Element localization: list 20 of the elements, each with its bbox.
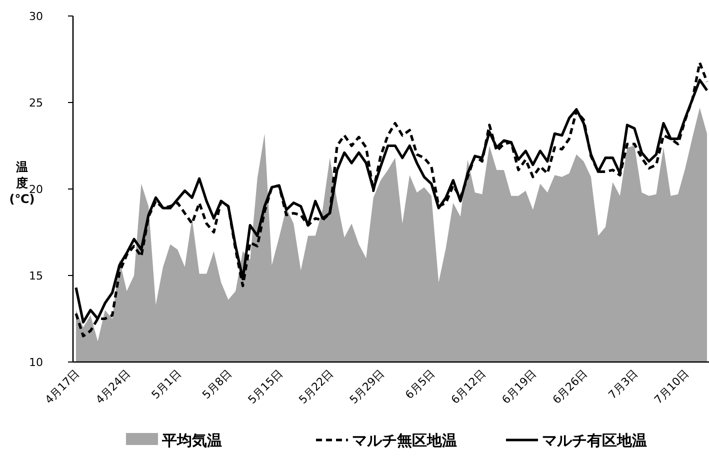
x-tick-label: 6月26日 <box>550 366 590 407</box>
x-tick-label: 5月29日 <box>347 366 387 407</box>
y-tick-label: 15 <box>29 269 43 282</box>
x-tick-label: 5月22日 <box>296 366 336 407</box>
x-tick-label: 6月12日 <box>448 366 488 407</box>
y-tick-label: 25 <box>29 96 43 110</box>
x-tick-label: 4月24日 <box>93 366 133 407</box>
x-tick-label: 5月15日 <box>246 366 286 407</box>
y-tick-label: 30 <box>29 10 43 23</box>
x-tick-label: 5月8日 <box>200 366 234 402</box>
legend-label: マルチ無区地温 <box>352 431 457 450</box>
x-tick-label: 6月5日 <box>402 366 438 402</box>
x-tick-label: 4月17日 <box>42 366 82 407</box>
x-tick-label: 5月1日 <box>149 366 184 402</box>
x-tick-label: 6月19日 <box>499 366 540 407</box>
legend-label: マルチ有区地温 <box>542 431 647 450</box>
x-tick-label: 7月3日 <box>606 366 641 402</box>
x-tick-label: 7月10日 <box>652 366 692 407</box>
legend-label: 平均気温 <box>161 431 222 450</box>
y-tick-label: 10 <box>29 356 43 369</box>
